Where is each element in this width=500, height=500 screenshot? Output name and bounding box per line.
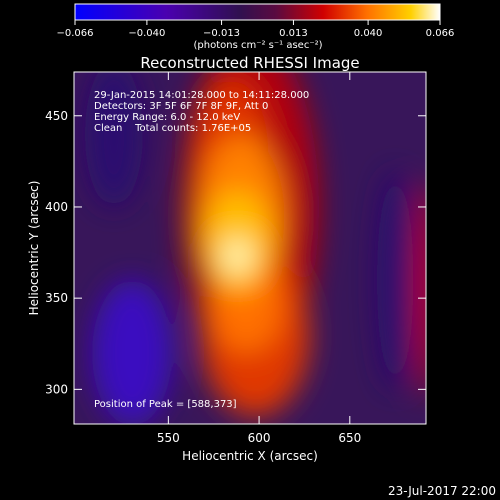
y-axis-label: Heliocentric Y (arcsec) <box>27 181 41 316</box>
x-axis-ticks: 550 600 650 <box>157 72 361 445</box>
x-tick-label: 650 <box>338 431 361 445</box>
emission-region <box>222 239 252 273</box>
emission-region <box>84 72 143 207</box>
timestamp: 23-Jul-2017 22:00 <box>388 484 496 498</box>
colorbar-tick-label: 0.040 <box>354 28 383 39</box>
emission-region <box>92 279 172 424</box>
y-tick-label: 350 <box>45 291 68 305</box>
colorbar-tick-label: −0.040 <box>128 28 165 39</box>
y-axis-ticks: 300 350 400 450 <box>45 109 426 396</box>
heatmap-image <box>84 72 426 424</box>
colorbar-tick-label: 0.013 <box>279 28 308 39</box>
annotation-detectors: Detectors: 3F 5F 6F 7F 8F 9F, Att 0 <box>94 101 268 112</box>
x-tick-label: 600 <box>248 431 271 445</box>
colorbar <box>74 3 441 21</box>
annotation-energy-range: Energy Range: 6.0 - 12.0 keV <box>94 112 240 123</box>
colorbar-tick-label: −0.066 <box>56 28 93 39</box>
y-tick-label: 300 <box>45 382 68 396</box>
y-tick-label: 450 <box>45 109 68 123</box>
emission-region <box>415 179 426 399</box>
annotation-time-range: 29-Jan-2015 14:01:28.000 to 14:11:28.000 <box>94 90 309 101</box>
x-axis-label: Heliocentric X (arcsec) <box>182 449 318 463</box>
colorbar-tick-label: −0.013 <box>203 28 240 39</box>
annotation-clean-counts: Clean Total counts: 1.76E+05 <box>94 123 251 134</box>
x-tick-label: 550 <box>157 431 180 445</box>
colorbar-ticks: −0.066 −0.040 −0.013 0.013 0.040 0.066 <box>56 20 454 39</box>
colorbar-unit-label: (photons cm⁻² s⁻¹ asec⁻²) <box>193 40 322 51</box>
emission-region <box>377 170 414 390</box>
colorbar-tick-label: 0.066 <box>426 28 455 39</box>
annotation-peak-position: Position of Peak = [588,373] <box>94 399 237 410</box>
chart-title: Reconstructed RHESSI Image <box>140 54 359 72</box>
y-tick-label: 400 <box>45 200 68 214</box>
plot-frame <box>73 71 427 425</box>
